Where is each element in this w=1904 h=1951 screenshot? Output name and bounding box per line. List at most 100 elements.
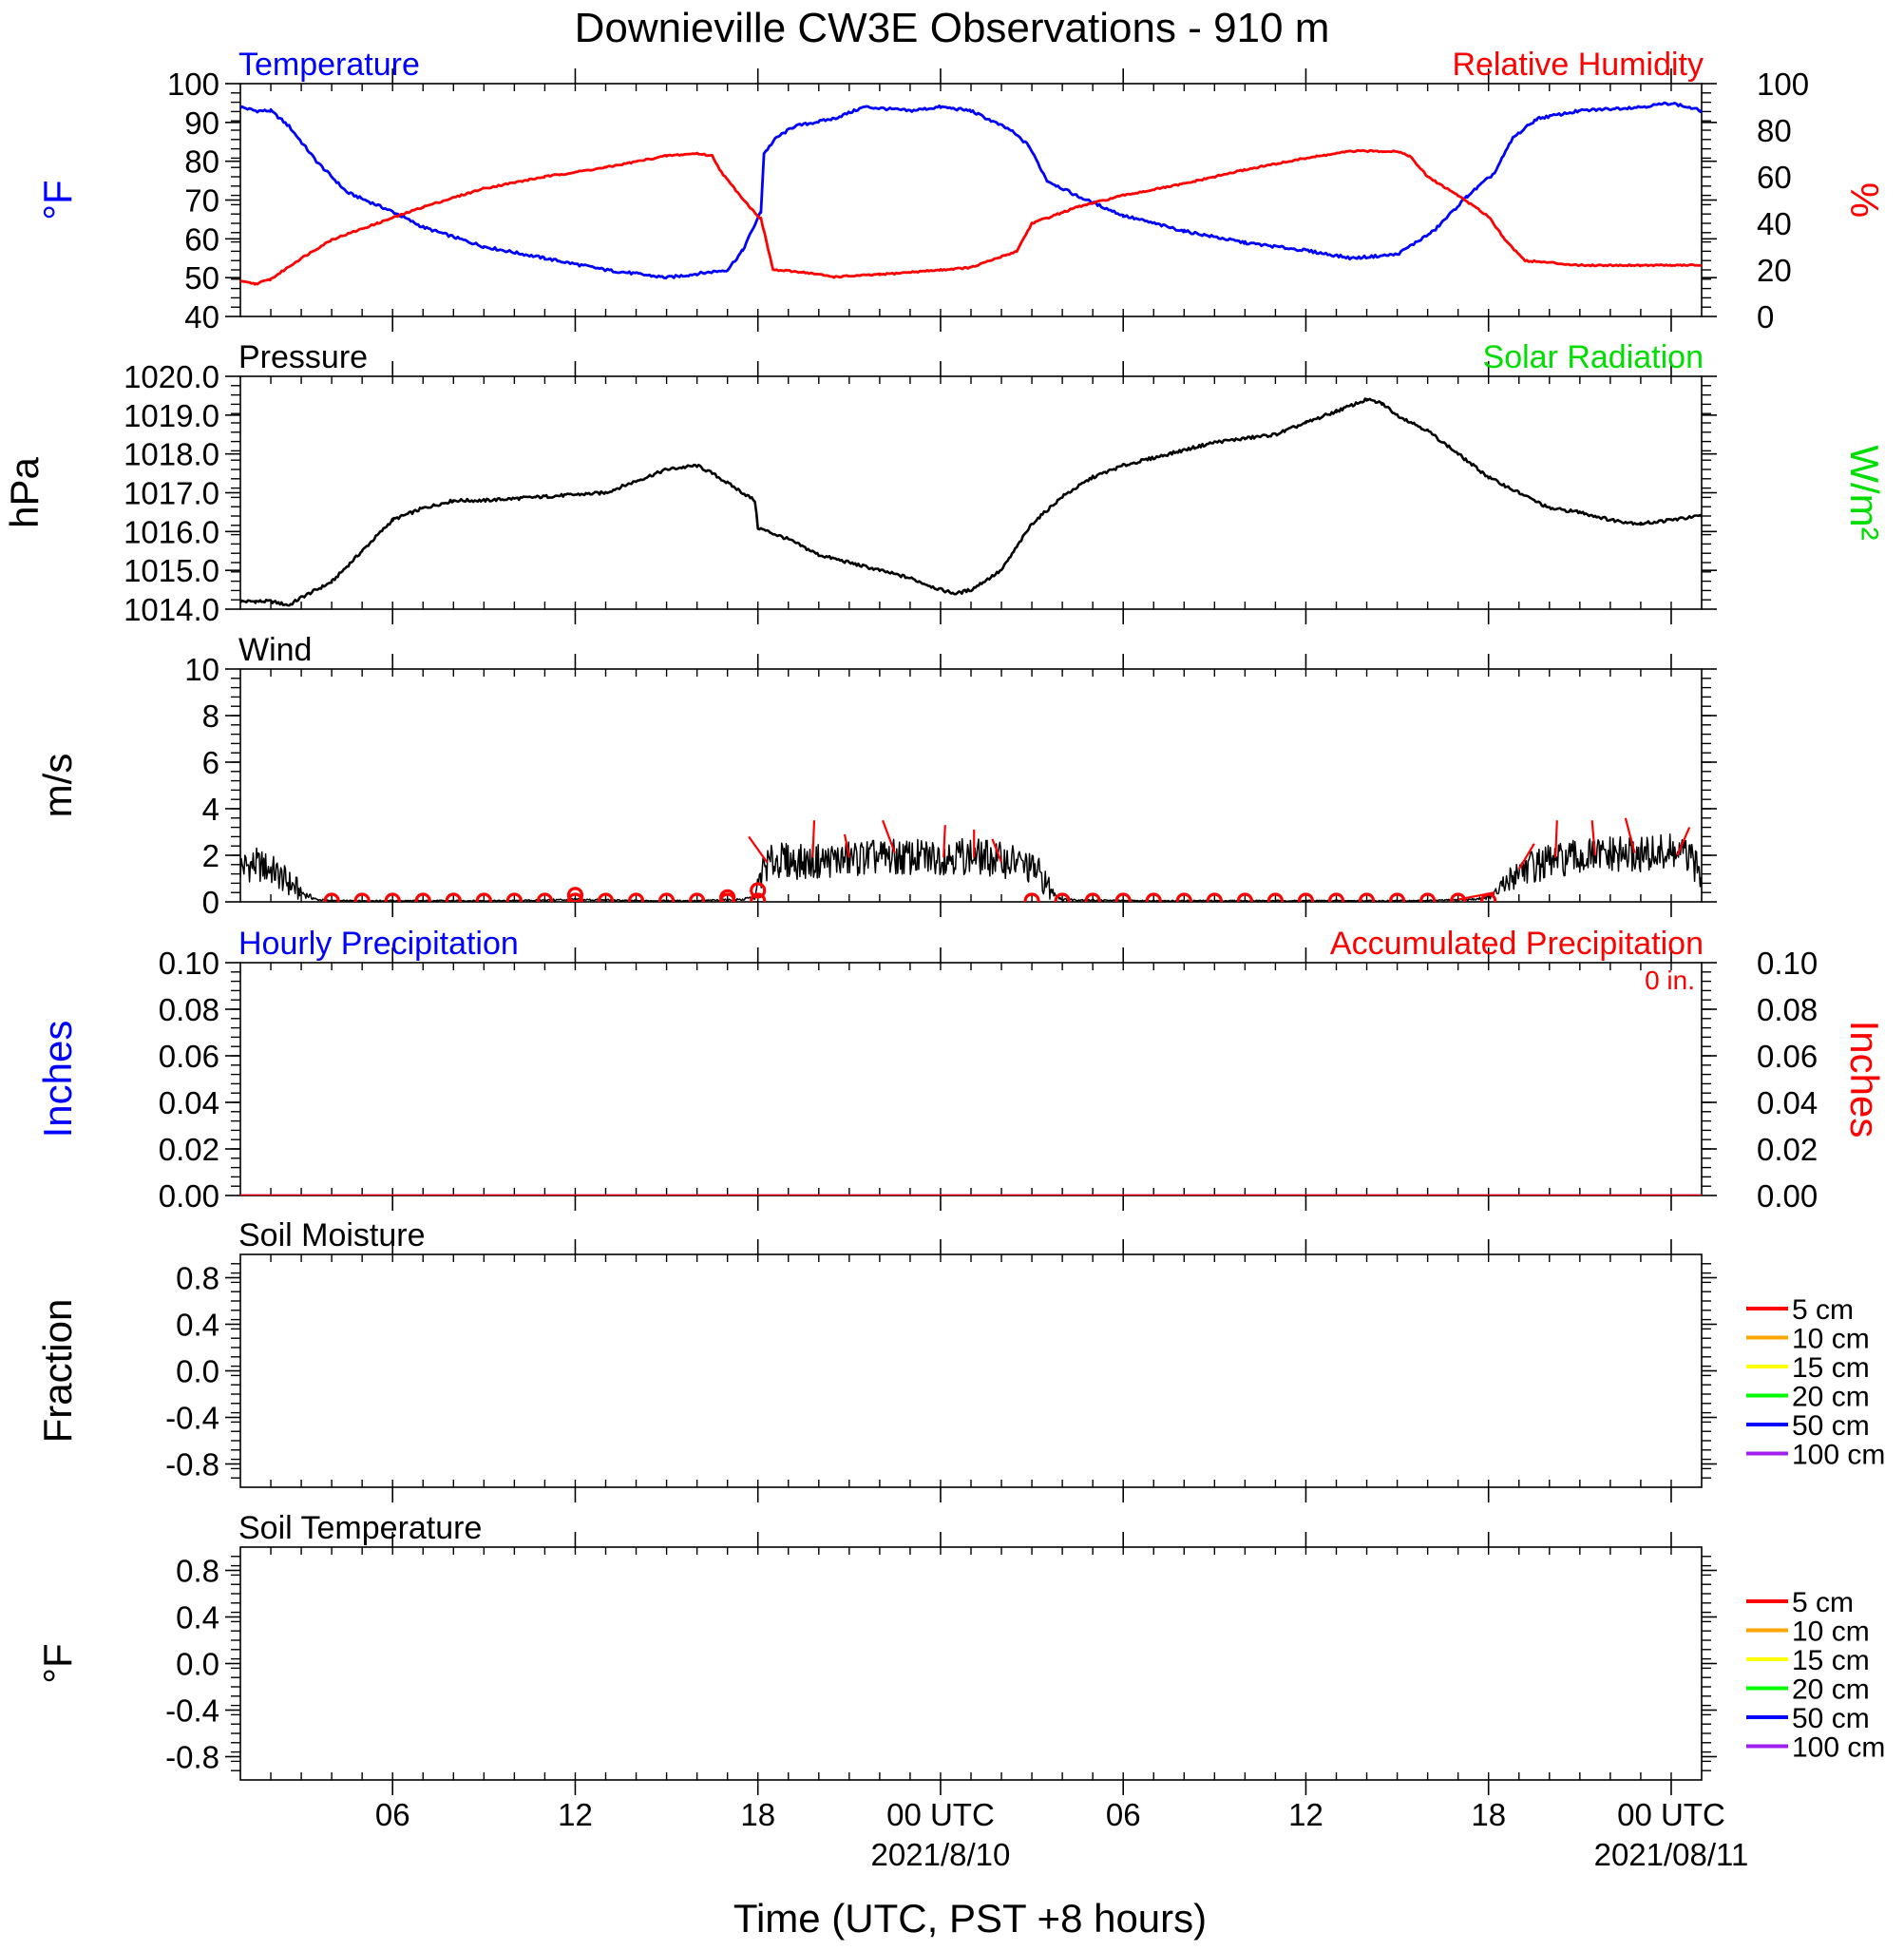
y-tick-label-right: 20: [1757, 253, 1792, 288]
y-tick-label-left: 0.00: [159, 1178, 219, 1214]
legend-label: 50 cm: [1792, 1703, 1870, 1734]
calm-wind-marker: [719, 889, 736, 902]
y-tick-label-right: 0.04: [1757, 1085, 1818, 1120]
y-tick-label-left: 4: [202, 792, 219, 827]
calm-wind-marker: [384, 892, 401, 902]
series-line-humidity: [240, 148, 1702, 286]
calm-wind-marker: [353, 892, 371, 902]
panel-precipitation: 0.00 0.02 0.04 0.06 0.08 0.10 0.00 0.02 0.04 0.06…: [35, 926, 1887, 1214]
wind-barb: [1590, 820, 1596, 856]
panel-frame: [239, 1546, 1703, 1781]
y-tick-label-left: 0.04: [159, 1085, 219, 1120]
calm-wind-marker: [566, 887, 584, 902]
panel-title-left: Pressure: [238, 339, 368, 375]
series-line-pressure: [240, 397, 1702, 607]
y-axis-title-left: m/s: [35, 754, 80, 818]
legend-label: 10 cm: [1792, 1324, 1870, 1355]
accumulated-total-label: 0 in.: [1645, 966, 1695, 995]
panel-title-left: Wind: [238, 632, 312, 668]
y-axis-title-left: hPa: [2, 456, 47, 527]
y-tick-label-left: 0.08: [159, 992, 219, 1027]
calm-wind-marker: [1358, 892, 1376, 902]
calm-wind-marker: [1266, 892, 1285, 902]
y-tick-label-left: 1017.0: [124, 476, 219, 511]
y-tick-label-left: 0.8: [176, 1554, 219, 1589]
y-tick-label-left: 0: [202, 885, 219, 920]
calm-wind-marker: [1419, 892, 1437, 902]
panel-frame: [239, 83, 1703, 317]
calm-wind-marker: [445, 892, 462, 902]
wind-barb: [1554, 820, 1558, 858]
wind-barb: [748, 835, 769, 863]
minor-ticks: [231, 669, 1711, 902]
legend-label: 20 cm: [1792, 1674, 1870, 1706]
minor-ticks: [231, 1547, 1711, 1780]
wind-barb: [1676, 827, 1691, 856]
y-tick-label-left: 1015.0: [124, 553, 219, 588]
series-group: [240, 397, 1702, 607]
y-tick-label-left: 10: [184, 652, 219, 687]
y-axis-title-right: %: [1842, 182, 1887, 218]
y-tick-label-left: 60: [184, 221, 219, 257]
y-tick-label-right: 0: [1757, 299, 1774, 335]
x-axis-label: Time (UTC, PST +8 hours): [733, 1896, 1207, 1941]
y-tick-label-right: 60: [1757, 160, 1792, 195]
y-tick-label-right: 0.02: [1757, 1132, 1818, 1167]
calm-wind-marker: [1145, 892, 1162, 902]
minor-ticks: [231, 963, 1711, 1195]
wind-barb: [1624, 817, 1636, 853]
y-tick-label-left: 0.06: [159, 1039, 219, 1074]
y-tick-label-right: 80: [1757, 113, 1792, 148]
y-tick-label-right: 0.00: [1757, 1178, 1818, 1214]
legend-label: 20 cm: [1792, 1382, 1870, 1413]
minor-ticks: [231, 376, 1711, 609]
x-tick-date-label: 2021/08/11: [1594, 1837, 1749, 1872]
y-axis-title-right: Inches: [1842, 1021, 1887, 1138]
calm-wind-marker: [505, 892, 523, 902]
y-tick-label-left: 0.0: [176, 1647, 219, 1682]
y-axis-title-left: Inches: [35, 1021, 80, 1138]
y-tick-label-left: 1020.0: [124, 359, 219, 394]
y-tick-label-left: 1014.0: [124, 592, 219, 627]
calm-wind-marker: [323, 892, 340, 902]
calm-wind-marker: [1175, 892, 1192, 902]
wind-barb: [882, 819, 896, 853]
y-axis-title-left: °F: [35, 180, 80, 220]
y-tick-label-left: 40: [184, 299, 219, 335]
y-tick-label-left: 6: [202, 745, 219, 780]
legend-label: 100 cm: [1792, 1440, 1885, 1471]
y-tick-label-left: 1016.0: [124, 514, 219, 549]
x-tick-label: 12: [558, 1797, 593, 1832]
calm-wind-marker: [414, 892, 431, 902]
panel-frame: [239, 962, 1703, 1196]
panel-title-left: Soil Moisture: [238, 1217, 426, 1253]
panel-frame: [239, 375, 1703, 610]
y-tick-label-left: -0.4: [165, 1693, 219, 1729]
calm-wind-marker: [475, 892, 492, 902]
legend-label: 5 cm: [1792, 1587, 1854, 1618]
legend-label: 100 cm: [1792, 1732, 1885, 1764]
y-axis-title-left: °F: [35, 1643, 80, 1683]
series-line-wind: [240, 832, 1702, 902]
minor-ticks: [231, 1254, 1711, 1487]
y-tick-label-left: -0.8: [165, 1740, 219, 1775]
y-tick-label-left: 0.02: [159, 1132, 219, 1167]
calm-wind-marker: [1023, 892, 1040, 902]
calm-wind-marker: [1297, 892, 1315, 902]
y-tick-label-left: 1019.0: [124, 398, 219, 433]
x-tick-label: 12: [1288, 1797, 1323, 1832]
y-tick-label-left: -0.8: [165, 1447, 219, 1482]
legend-label: 50 cm: [1792, 1410, 1870, 1442]
y-tick-label-left: 8: [202, 698, 219, 734]
y-tick-label-left: 0.4: [176, 1600, 219, 1635]
x-tick-label: 18: [1471, 1797, 1506, 1832]
y-tick-label-right: 0.10: [1757, 946, 1818, 981]
panel-title-left: Soil Temperature: [238, 1510, 482, 1546]
y-tick-label-left: -0.4: [165, 1401, 219, 1436]
y-tick-label-right: 40: [1757, 206, 1792, 241]
calm-wind-marker: [1388, 892, 1406, 902]
y-tick-label-right: 0.08: [1757, 992, 1818, 1027]
